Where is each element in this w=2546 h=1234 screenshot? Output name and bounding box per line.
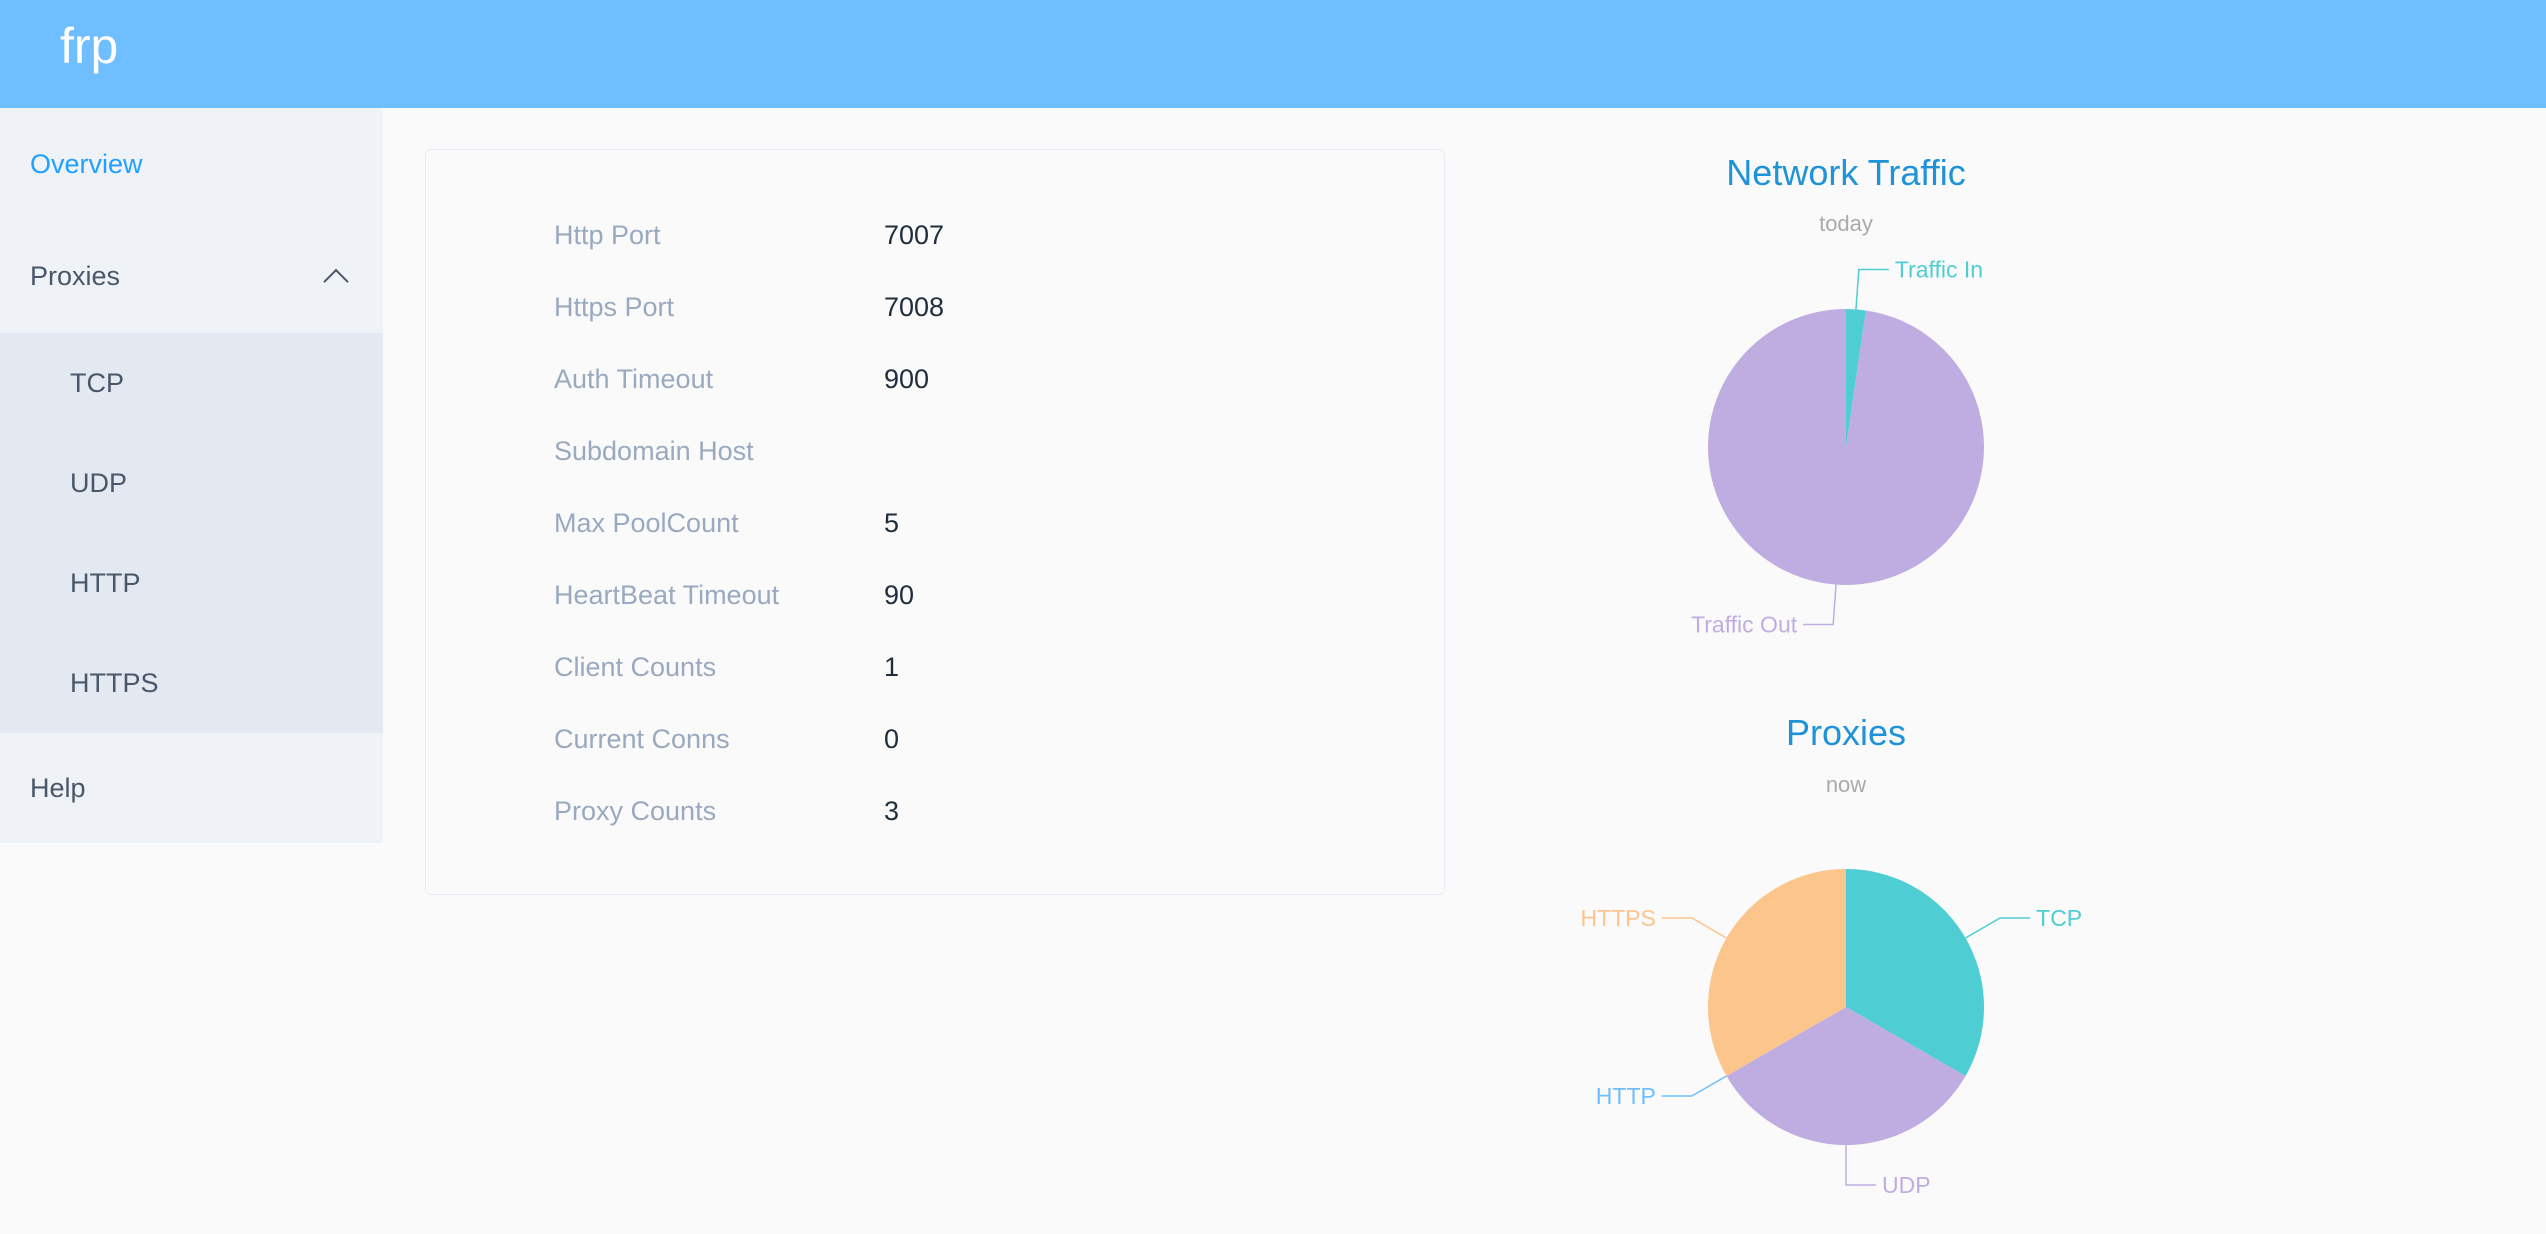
sidebar: Overview Proxies TCP UDP HTTP HTTPS Help: [0, 108, 383, 843]
info-value: 900: [884, 363, 930, 394]
pie-slice-tcp[interactable]: [1846, 869, 1984, 1076]
info-value: 1: [884, 651, 900, 682]
info-value: 3: [884, 795, 900, 826]
info-row: Http Port 7007: [426, 215, 1444, 255]
sidebar-item-https[interactable]: HTTPS: [70, 667, 159, 698]
proxies-pie-chart: TCP UDP HTTP HTTPS: [1580, 869, 2082, 1198]
sidebar-item-proxies[interactable]: Proxies: [0, 220, 383, 333]
info-value: 90: [884, 579, 915, 610]
chevron-up-icon: [323, 268, 349, 294]
label-leader-line: [1845, 1145, 1876, 1186]
sidebar-item-overview[interactable]: Overview: [30, 148, 143, 179]
info-row: HeartBeat Timeout 90: [426, 575, 1444, 615]
pie-slice-traffic-in[interactable]: [1846, 309, 1866, 447]
chart-subtitle-network-traffic: today: [1819, 211, 1873, 236]
info-label: Client Counts: [554, 651, 717, 682]
info-row: Proxy Counts 3: [426, 791, 1444, 831]
info-label: Http Port: [554, 219, 661, 250]
pie-label: TCP: [2036, 905, 2082, 931]
pie-slice-udp[interactable]: [1726, 1007, 1966, 1145]
info-label: Max PoolCount: [554, 507, 739, 538]
info-value: 0: [884, 723, 900, 754]
info-label: Current Conns: [554, 723, 730, 754]
chart-title-proxies: Proxies: [1785, 712, 1907, 753]
info-row: Client Counts 1: [426, 647, 1444, 687]
proxies-submenu: TCP UDP HTTP HTTPS: [0, 333, 383, 733]
info-label: HeartBeat Timeout: [554, 579, 780, 610]
info-row: Auth Timeout 900: [426, 359, 1444, 399]
sidebar-item-http[interactable]: HTTP: [70, 567, 141, 598]
chart-subtitle-proxies: now: [1825, 772, 1867, 797]
pie-slice-https[interactable]: [1708, 869, 1846, 1076]
info-label: Subdomain Host: [554, 435, 754, 466]
pie-label: Traffic Out: [1691, 612, 1798, 638]
info-label: Https Port: [554, 291, 675, 322]
label-leader-line: [1661, 917, 1727, 939]
network-traffic-pie-chart: Traffic In Traffic Out: [1691, 256, 1984, 638]
pie-slice-traffic-out[interactable]: [1708, 309, 1984, 585]
info-row: Subdomain Host: [426, 431, 1444, 471]
chart-title-network-traffic: Network Traffic: [1726, 152, 1966, 193]
label-leader-line: [1661, 1075, 1727, 1097]
pie-label: HTTPS: [1580, 905, 1655, 931]
sidebar-item-label: Proxies: [30, 261, 121, 291]
info-row: Https Port 7008: [426, 287, 1444, 327]
label-leader-line: [1855, 268, 1889, 310]
pie-label: Traffic In: [1895, 256, 1983, 282]
info-value: 7007: [884, 219, 945, 250]
sidebar-item-tcp[interactable]: TCP: [70, 367, 124, 398]
sidebar-item-udp[interactable]: UDP: [70, 467, 128, 498]
pie-label: HTTP: [1596, 1083, 1656, 1109]
label-leader-line: [1965, 917, 2031, 939]
sidebar-item-help[interactable]: Help: [30, 772, 86, 803]
info-label: Proxy Counts: [554, 795, 717, 826]
pie-label: UDP: [1882, 1172, 1931, 1198]
info-label: Auth Timeout: [554, 363, 714, 394]
top-header: frp: [0, 0, 2546, 108]
server-info-card: Http Port 7007 Https Port 7008 Auth Timeout 9…: [425, 149, 1445, 895]
label-leader-line: [1803, 584, 1837, 626]
brand-logo[interactable]: frp: [60, 18, 119, 74]
info-value: 5: [884, 507, 900, 538]
info-row: Current Conns 0: [426, 719, 1444, 759]
info-row: Max PoolCount 5: [426, 503, 1444, 543]
info-value: 7008: [884, 291, 945, 322]
